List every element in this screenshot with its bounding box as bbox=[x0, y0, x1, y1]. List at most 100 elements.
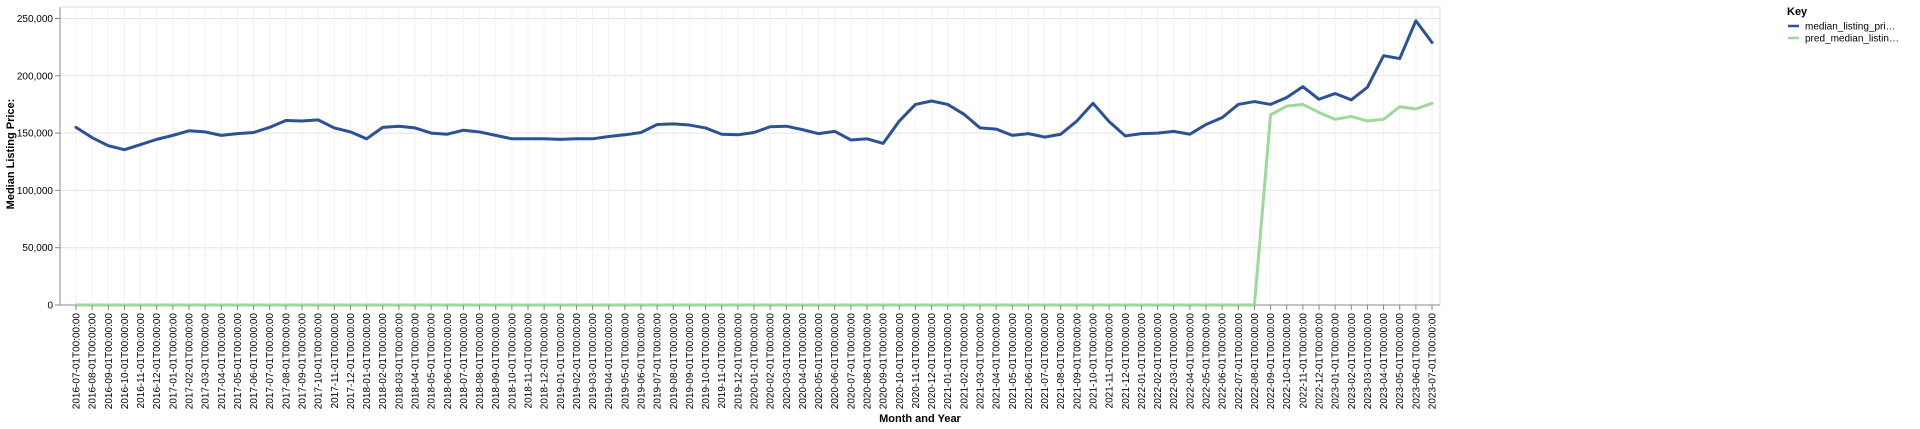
x-tick-label: 2017-12-01T00:00:00 bbox=[346, 313, 357, 410]
x-tick-label: 2017-01-01T00:00:00 bbox=[168, 313, 179, 410]
x-tick-label: 2019-05-01T00:00:00 bbox=[620, 313, 631, 410]
x-tick-label: 2017-04-01T00:00:00 bbox=[217, 313, 228, 410]
x-tick-label: 2019-08-01T00:00:00 bbox=[669, 313, 680, 410]
x-tick-label: 2021-12-01T00:00:00 bbox=[1121, 313, 1132, 410]
legend-label-1: median_listing_pri… bbox=[1805, 22, 1896, 33]
x-tick-label: 2021-05-01T00:00:00 bbox=[1008, 313, 1019, 410]
x-tick-label: 2017-10-01T00:00:00 bbox=[314, 313, 325, 410]
x-tick-label: 2020-03-01T00:00:00 bbox=[782, 313, 793, 410]
y-axis-title: Median Listing Price: bbox=[5, 99, 17, 210]
x-tick-label: 2017-09-01T00:00:00 bbox=[298, 313, 309, 410]
x-tick-label: 2017-03-01T00:00:00 bbox=[201, 313, 212, 410]
x-tick-label: 2016-10-01T00:00:00 bbox=[120, 313, 131, 410]
x-tick-label: 2021-03-01T00:00:00 bbox=[976, 313, 987, 410]
x-tick-label: 2020-09-01T00:00:00 bbox=[879, 313, 890, 410]
x-tick-label: 2019-03-01T00:00:00 bbox=[588, 313, 599, 410]
y-tick-label: 100,000 bbox=[17, 186, 54, 197]
y-tick-label: 150,000 bbox=[17, 129, 54, 140]
x-tick-label: 2019-10-01T00:00:00 bbox=[701, 313, 712, 410]
x-tick-label: 2021-08-01T00:00:00 bbox=[1056, 313, 1067, 410]
x-tick-label: 2022-01-01T00:00:00 bbox=[1137, 313, 1148, 410]
x-tick-label: 2019-07-01T00:00:00 bbox=[653, 313, 664, 410]
x-axis: 2016-07-01T00:00:00 2016-08-01T00:00:00 20… bbox=[72, 305, 1439, 409]
y-axis: 0 50,000 100,000 150,000 200,000 250,000 bbox=[17, 14, 60, 312]
x-tick-label: 2017-07-01T00:00:00 bbox=[265, 313, 276, 410]
x-tick-label: 2017-02-01T00:00:00 bbox=[185, 313, 196, 410]
x-tick-label: 2018-01-01T00:00:00 bbox=[362, 313, 373, 410]
x-tick-label: 2022-10-01T00:00:00 bbox=[1282, 313, 1293, 410]
x-tick-label: 2018-02-01T00:00:00 bbox=[378, 313, 389, 410]
x-tick-label: 2018-03-01T00:00:00 bbox=[394, 313, 405, 410]
gridlines bbox=[60, 7, 1440, 306]
x-tick-label: 2022-03-01T00:00:00 bbox=[1169, 313, 1180, 410]
x-tick-label: 2019-01-01T00:00:00 bbox=[556, 313, 567, 410]
x-tick-label: 2023-04-01T00:00:00 bbox=[1379, 313, 1390, 410]
x-tick-label: 2017-08-01T00:00:00 bbox=[281, 313, 292, 410]
x-tick-label: 2020-02-01T00:00:00 bbox=[766, 313, 777, 410]
y-tick-label: 200,000 bbox=[17, 71, 54, 82]
x-tick-label: 2023-01-01T00:00:00 bbox=[1331, 313, 1342, 410]
x-tick-label: 2022-07-01T00:00:00 bbox=[1234, 313, 1245, 410]
x-tick-label: 2018-10-01T00:00:00 bbox=[507, 313, 518, 410]
x-tick-label: 2022-04-01T00:00:00 bbox=[1185, 313, 1196, 410]
x-tick-label: 2017-11-01T00:00:00 bbox=[330, 313, 341, 409]
x-tick-label: 2020-04-01T00:00:00 bbox=[798, 313, 809, 410]
x-tick-label: 2021-07-01T00:00:00 bbox=[1040, 313, 1051, 410]
x-tick-label: 2018-12-01T00:00:00 bbox=[540, 313, 551, 410]
legend: Key median_listing_pri…pred_median_listi… bbox=[1787, 6, 1899, 45]
series-line-1 bbox=[74, 19, 1434, 152]
x-tick-label: 2021-10-01T00:00:00 bbox=[1089, 313, 1100, 410]
plot-frame bbox=[59, 6, 1441, 306]
x-tick-label: 2022-09-01T00:00:00 bbox=[1266, 313, 1277, 410]
x-tick-label: 2018-07-01T00:00:00 bbox=[459, 313, 470, 410]
x-tick-label: 2022-11-01T00:00:00 bbox=[1298, 313, 1309, 409]
x-tick-label: 2022-02-01T00:00:00 bbox=[1153, 313, 1164, 410]
x-tick-label: 2019-02-01T00:00:00 bbox=[572, 313, 583, 410]
legend-label-2: pred_median_listin… bbox=[1805, 34, 1899, 45]
x-tick-label: 2020-06-01T00:00:00 bbox=[830, 313, 841, 410]
x-tick-label: 2020-12-01T00:00:00 bbox=[927, 313, 938, 410]
x-tick-label: 2019-06-01T00:00:00 bbox=[637, 313, 648, 410]
x-tick-label: 2018-06-01T00:00:00 bbox=[443, 313, 454, 410]
x-tick-label: 2016-12-01T00:00:00 bbox=[152, 313, 163, 410]
x-tick-label: 2016-07-01T00:00:00 bbox=[72, 313, 83, 410]
x-tick-label: 2021-01-01T00:00:00 bbox=[943, 313, 954, 410]
x-axis-title: Month and Year bbox=[879, 413, 961, 425]
x-tick-label: 2023-06-01T00:00:00 bbox=[1411, 313, 1422, 410]
x-tick-label: 2023-02-01T00:00:00 bbox=[1347, 313, 1358, 410]
x-tick-label: 2018-08-01T00:00:00 bbox=[475, 313, 486, 410]
x-tick-label: 2020-08-01T00:00:00 bbox=[863, 313, 874, 410]
x-tick-label: 2020-11-01T00:00:00 bbox=[911, 313, 922, 409]
x-tick-label: 2020-07-01T00:00:00 bbox=[846, 313, 857, 410]
x-tick-label: 2021-06-01T00:00:00 bbox=[1024, 313, 1035, 410]
x-tick-label: 2021-02-01T00:00:00 bbox=[959, 313, 970, 410]
x-tick-label: 2018-04-01T00:00:00 bbox=[411, 313, 422, 410]
x-tick-label: 2018-11-01T00:00:00 bbox=[524, 313, 535, 409]
x-tick-label: 2019-04-01T00:00:00 bbox=[604, 313, 615, 410]
x-tick-label: 2016-09-01T00:00:00 bbox=[104, 313, 115, 410]
x-tick-label: 2023-07-01T00:00:00 bbox=[1428, 313, 1439, 410]
x-tick-label: 2016-11-01T00:00:00 bbox=[136, 313, 147, 409]
x-tick-label: 2018-09-01T00:00:00 bbox=[491, 313, 502, 410]
y-tick-label: 50,000 bbox=[22, 243, 53, 254]
x-tick-label: 2023-05-01T00:00:00 bbox=[1395, 313, 1406, 410]
x-tick-label: 2017-06-01T00:00:00 bbox=[249, 313, 260, 410]
x-tick-label: 2016-08-01T00:00:00 bbox=[88, 313, 99, 410]
x-tick-label: 2020-01-01T00:00:00 bbox=[750, 313, 761, 410]
x-tick-label: 2021-09-01T00:00:00 bbox=[1072, 313, 1083, 410]
x-tick-label: 2022-06-01T00:00:00 bbox=[1218, 313, 1229, 410]
x-tick-label: 2017-05-01T00:00:00 bbox=[233, 313, 244, 410]
x-tick-label: 2020-05-01T00:00:00 bbox=[814, 313, 825, 410]
x-tick-label: 2020-10-01T00:00:00 bbox=[895, 313, 906, 410]
x-tick-label: 2019-12-01T00:00:00 bbox=[733, 313, 744, 410]
x-tick-label: 2019-09-01T00:00:00 bbox=[685, 313, 696, 410]
x-tick-label: 2021-04-01T00:00:00 bbox=[992, 313, 1003, 410]
x-tick-label: 2018-05-01T00:00:00 bbox=[427, 313, 438, 410]
y-tick-label: 0 bbox=[47, 301, 53, 312]
y-tick-label: 250,000 bbox=[17, 14, 54, 25]
x-tick-label: 2019-11-01T00:00:00 bbox=[717, 313, 728, 409]
x-tick-label: 2022-05-01T00:00:00 bbox=[1202, 313, 1213, 410]
x-tick-label: 2023-03-01T00:00:00 bbox=[1363, 313, 1374, 410]
x-tick-label: 2022-08-01T00:00:00 bbox=[1250, 313, 1261, 410]
